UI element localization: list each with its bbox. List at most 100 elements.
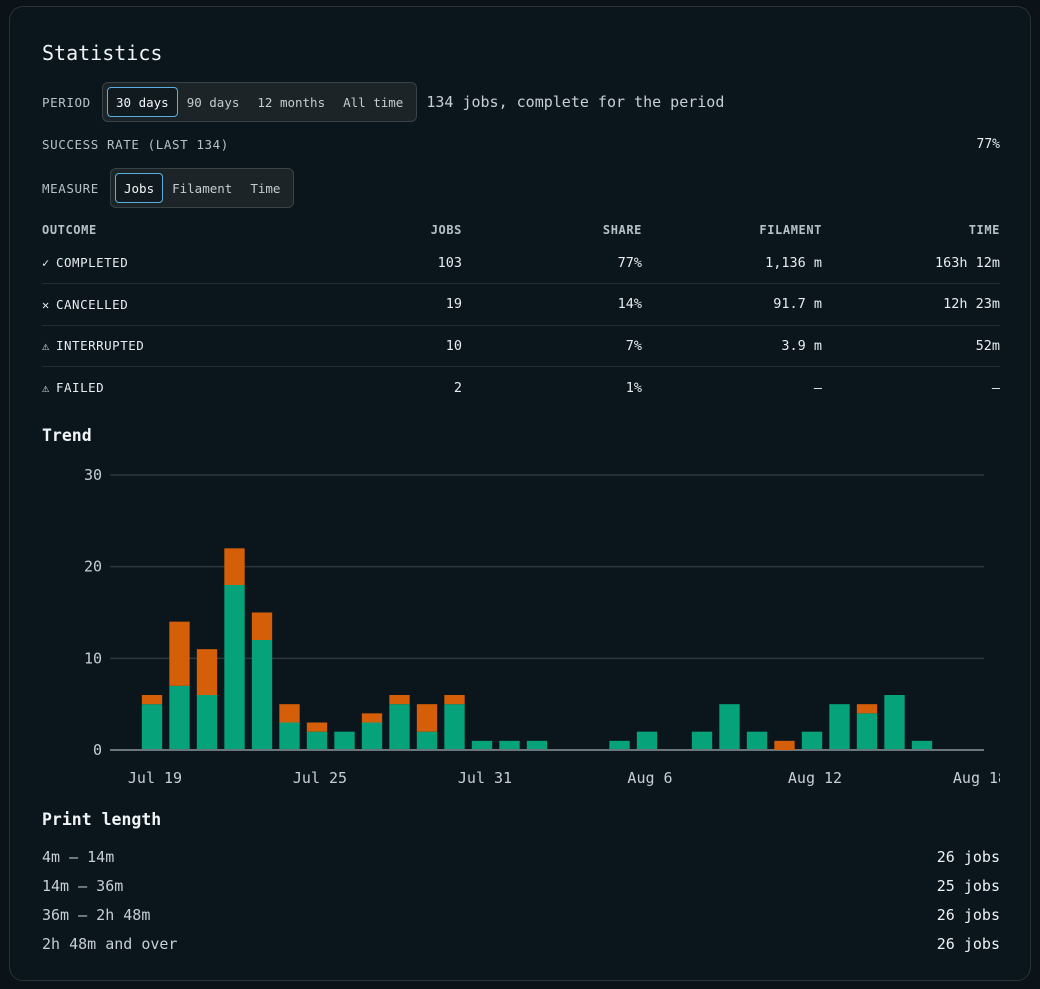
outcome-row-cancelled: ✕ CANCELLED 19 14% 91.7 m 12h 23m — [42, 283, 1000, 326]
period-option-all-time[interactable]: All time — [343, 95, 404, 110]
length-range: 2h 48m and over — [42, 934, 178, 953]
trend-chart: 0 10 20 30 Jul 19 Jul 25 Jul 31 Aug 6 Aug 12 Aug … — [84, 467, 1000, 787]
bar-completed — [196, 695, 218, 749]
success-rate-label: SUCCESS RATE (LAST 134) — [42, 137, 229, 152]
time-cell: — — [991, 379, 1000, 396]
outcome-row-failed: ⚠ FAILED 2 1% — — — [42, 367, 1000, 409]
bar-completed — [141, 704, 163, 749]
length-count: 26 jobs — [936, 847, 1000, 866]
period-selector: 30 days 90 days 12 months All time — [102, 82, 418, 122]
measure-option-time[interactable]: Time — [250, 181, 281, 196]
filament-cell: 1,136 m — [642, 242, 822, 284]
length-range: 14m – 36m — [42, 876, 124, 895]
x-tick-label: Aug 12 — [788, 769, 842, 787]
bar-completed — [691, 731, 713, 749]
bar-completed — [746, 731, 768, 749]
measure-label: MEASURE — [42, 180, 99, 196]
list-item: 2h 48m and over 26 jobs — [42, 929, 1000, 958]
jobs-cell: 103 — [282, 242, 462, 284]
jobs-cell: 2 — [453, 379, 462, 396]
x-tick-label: Aug 6 — [627, 769, 672, 787]
y-tick-label: 20 — [84, 558, 102, 576]
success-rate-row: SUCCESS RATE (LAST 134) 77% — [42, 137, 1000, 152]
header-outcome: OUTCOME — [42, 223, 97, 237]
share-cell: 77% — [462, 242, 642, 284]
bar-other — [774, 740, 795, 750]
length-count: 26 jobs — [936, 934, 1000, 953]
y-tick-label: 30 — [84, 467, 102, 484]
header-filament: FILAMENT — [759, 223, 822, 237]
print-length-list: 4m – 14m 26 jobs 14m – 36m 25 jobs 36m –… — [42, 842, 1000, 958]
bar-completed — [361, 722, 383, 749]
length-count: 25 jobs — [936, 876, 1000, 895]
bar-completed — [911, 740, 933, 749]
check-icon: ✓ — [42, 256, 50, 270]
filament-cell: 3.9 m — [642, 325, 822, 367]
x-tick-label: Jul 31 — [458, 769, 512, 787]
bar-other — [196, 649, 218, 695]
bar-completed — [444, 704, 465, 749]
bar-other — [444, 695, 465, 705]
bar-completed — [224, 585, 245, 749]
filament-cell: — — [813, 379, 822, 396]
period-option-90-days[interactable]: 90 days — [186, 95, 240, 110]
outcome-name: CANCELLED — [56, 296, 129, 312]
period-summary: 134 jobs, complete for the period — [426, 93, 725, 111]
bar-completed — [279, 722, 300, 749]
length-range: 36m – 2h 48m — [42, 905, 151, 924]
measure-option-filament[interactable]: Filament — [172, 181, 233, 196]
measure-row: MEASURE Jobs Filament Time — [42, 168, 295, 208]
header-jobs: JOBS — [430, 223, 462, 237]
bar-other — [306, 722, 328, 732]
list-item: 36m – 2h 48m 26 jobs — [42, 900, 1000, 929]
x-tick-label: Aug 18 — [953, 769, 1000, 787]
trend-title: Trend — [42, 426, 92, 445]
period-option-30-days[interactable]: 30 days — [107, 87, 178, 117]
measure-option-jobs[interactable]: Jobs — [115, 173, 164, 203]
bar-completed — [829, 704, 850, 749]
warning-icon: ⚠ — [42, 381, 50, 395]
outcome-name: FAILED — [56, 380, 105, 395]
x-tick-label: Jul 25 — [293, 769, 347, 787]
outcome-name: COMPLETED — [56, 255, 129, 270]
x-tick-label: Jul 19 — [128, 769, 182, 787]
bar-completed — [389, 704, 410, 749]
list-item: 14m – 36m 25 jobs — [42, 871, 1000, 900]
period-row: PERIOD 30 days 90 days 12 months All tim… — [42, 82, 724, 122]
bar-completed — [251, 640, 273, 749]
bar-completed — [609, 740, 630, 749]
header-time: TIME — [968, 223, 1000, 237]
bar-completed — [499, 740, 520, 749]
bar-completed — [169, 685, 190, 749]
share-cell: 7% — [462, 325, 642, 367]
filament-cell: 91.7 m — [642, 283, 822, 326]
list-item: 4m – 14m 26 jobs — [42, 842, 1000, 871]
header-share: SHARE — [602, 223, 642, 237]
bar-other — [141, 695, 163, 705]
outcome-cell: ⚠ FAILED — [42, 367, 282, 409]
bar-completed — [306, 731, 328, 749]
bar-completed — [526, 740, 548, 749]
length-range: 4m – 14m — [42, 847, 115, 866]
y-tick-label: 0 — [93, 741, 102, 759]
share-cell: 1% — [625, 379, 642, 396]
share-cell: 14% — [462, 283, 642, 326]
outcome-cell: ✕ CANCELLED — [42, 283, 282, 326]
period-label: PERIOD — [42, 94, 91, 110]
bar-other — [856, 704, 878, 714]
bar-completed — [801, 731, 823, 749]
bar-other — [169, 621, 190, 686]
bar-other — [224, 548, 245, 585]
y-tick-label: 10 — [84, 649, 102, 667]
bar-other — [251, 612, 273, 640]
bar-completed — [856, 713, 878, 749]
x-icon: ✕ — [42, 297, 50, 312]
bar-completed — [334, 731, 355, 749]
bar-completed — [416, 731, 438, 749]
bar-other — [389, 695, 410, 705]
print-length-title: Print length — [42, 810, 162, 829]
jobs-cell: 19 — [282, 283, 462, 326]
period-option-12-months[interactable]: 12 months — [257, 95, 326, 110]
outcome-cell: ⚠ INTERRUPTED — [42, 325, 282, 367]
bar-completed — [884, 695, 905, 749]
